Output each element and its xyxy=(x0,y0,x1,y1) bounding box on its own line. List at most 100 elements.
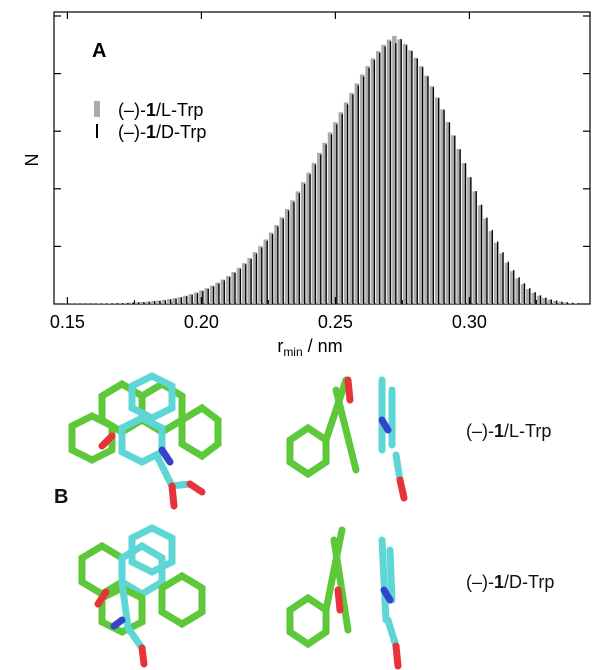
bar-d-trp xyxy=(470,177,471,304)
bar-d-trp xyxy=(277,227,278,304)
molecule-l-trp-side-view xyxy=(278,370,438,505)
bar-d-trp xyxy=(100,303,101,304)
bar-d-trp xyxy=(336,124,337,304)
x-tick-label: 0.15 xyxy=(50,312,85,332)
bar-d-trp xyxy=(186,296,187,304)
bar-d-trp xyxy=(272,234,273,304)
bar-d-trp xyxy=(256,254,257,304)
bar-d-trp xyxy=(299,193,300,304)
bar-d-trp xyxy=(529,288,530,304)
bar-d-trp xyxy=(422,67,423,304)
bar-d-trp xyxy=(245,264,246,304)
bar-d-trp xyxy=(363,76,364,304)
bar-d-trp xyxy=(320,155,321,304)
legend-label-l-trp: (–)-1/L-Trp xyxy=(118,100,203,120)
bar-d-trp xyxy=(352,95,353,304)
bar-d-trp xyxy=(417,59,418,304)
bar-d-trp xyxy=(518,277,519,304)
bar-d-trp xyxy=(358,85,359,304)
panel-a-label: A xyxy=(92,40,106,62)
bar-d-trp xyxy=(229,277,230,304)
bar-d-trp xyxy=(427,76,428,304)
bar-d-trp xyxy=(208,289,209,304)
bar-d-trp xyxy=(149,302,150,304)
molecule-d-trp-top-view xyxy=(62,518,232,668)
bar-d-trp xyxy=(240,269,241,304)
bar-d-trp xyxy=(379,53,380,304)
bar-d-trp xyxy=(508,262,509,304)
bar-d-trp xyxy=(283,219,284,304)
bars-group xyxy=(65,36,579,304)
bar-d-trp xyxy=(384,47,385,304)
bar-d-trp xyxy=(497,242,498,305)
bar-d-trp xyxy=(390,41,391,304)
bar-d-trp xyxy=(577,303,578,304)
bar-d-trp xyxy=(459,149,460,304)
histogram-chart: 0.15 0.20 0.25 0.30 A (–)-1/L-Trp (–)-1/D-T… xyxy=(0,0,592,360)
bar-d-trp xyxy=(481,205,482,304)
bar-d-trp xyxy=(181,297,182,304)
x-tick-label: 0.30 xyxy=(452,312,487,332)
bar-d-trp xyxy=(159,301,160,304)
bar-d-trp xyxy=(540,295,541,304)
legend-swatch-l-trp xyxy=(94,101,100,117)
y-axis-label: N xyxy=(22,154,42,167)
bar-d-trp xyxy=(154,301,155,304)
bar-d-trp xyxy=(213,286,214,304)
bar-d-trp xyxy=(224,280,225,304)
bar-d-trp xyxy=(438,98,439,304)
bar-d-trp xyxy=(374,60,375,304)
bar-d-trp xyxy=(127,303,128,304)
bar-d-trp xyxy=(133,303,134,304)
bar-d-trp xyxy=(170,299,171,304)
bar-d-trp xyxy=(325,144,326,304)
legend-swatch-d-trp xyxy=(96,124,98,138)
bar-d-trp xyxy=(111,303,112,304)
bar-d-trp xyxy=(342,114,343,304)
bar-d-trp xyxy=(116,303,117,304)
bar-d-trp xyxy=(561,302,562,304)
molecule-l-trp-top-view xyxy=(62,366,222,516)
bar-d-trp xyxy=(513,270,514,304)
x-tick-label: 0.20 xyxy=(184,312,219,332)
plot-frame xyxy=(54,12,590,304)
bar-d-trp xyxy=(411,51,412,304)
bar-d-trp xyxy=(218,284,219,304)
structure-label-d-trp: (–)-1/D-Trp xyxy=(466,572,554,593)
bar-d-trp xyxy=(535,292,536,304)
bar-d-trp xyxy=(250,259,251,304)
bar-d-trp xyxy=(486,218,487,304)
legend: (–)-1/L-Trp (–)-1/D-Trp xyxy=(94,100,206,142)
bar-d-trp xyxy=(502,252,503,304)
bar-d-trp xyxy=(267,241,268,304)
bar-d-trp xyxy=(454,136,455,304)
bar-d-trp xyxy=(138,302,139,304)
bar-d-trp xyxy=(556,301,557,304)
bar-d-trp xyxy=(572,303,573,304)
bar-d-trp xyxy=(401,39,402,304)
bar-d-trp xyxy=(406,45,407,304)
bar-d-trp xyxy=(293,202,294,304)
bar-d-trp xyxy=(368,68,369,304)
bar-d-trp xyxy=(567,302,568,304)
bar-d-trp xyxy=(202,291,203,304)
x-axis-label: rmin / nm xyxy=(277,336,342,359)
bar-d-trp xyxy=(433,87,434,304)
bar-d-trp xyxy=(443,110,444,304)
bar-d-trp xyxy=(449,123,450,304)
bar-d-trp xyxy=(476,191,477,304)
bar-d-trp xyxy=(347,104,348,304)
x-tick-label: 0.25 xyxy=(318,312,353,332)
bar-d-trp xyxy=(106,303,107,304)
bar-d-trp xyxy=(309,174,310,304)
bar-d-trp xyxy=(143,302,144,304)
bar-d-trp xyxy=(234,273,235,304)
bar-d-trp xyxy=(524,283,525,304)
bar-d-trp xyxy=(191,295,192,304)
bar-d-trp xyxy=(395,43,396,304)
bar-d-trp xyxy=(304,184,305,304)
bar-d-trp xyxy=(165,300,166,304)
molecule-d-trp-side-view xyxy=(278,520,438,670)
structure-label-l-trp: (–)-1/L-Trp xyxy=(466,421,551,442)
bar-d-trp xyxy=(331,134,332,304)
